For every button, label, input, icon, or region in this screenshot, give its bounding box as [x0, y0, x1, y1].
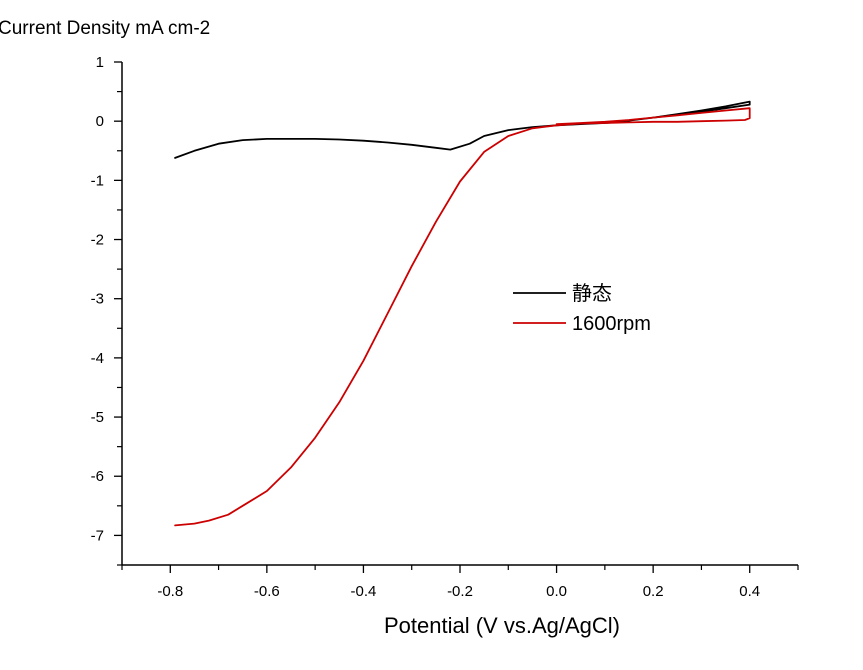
x-tick-label: 0.2: [643, 583, 664, 600]
chart-axes: [121, 62, 798, 566]
x-axis-title: Potential (V vs.Ag/AgCl): [384, 613, 620, 638]
y-tick-label: 0: [96, 113, 104, 130]
x-tick-label: -0.2: [447, 583, 473, 600]
y-tick-label: -5: [91, 409, 104, 426]
y-tick-label: 1: [96, 54, 104, 71]
x-tick-label: -0.8: [157, 583, 183, 600]
y-tick-label: -4: [91, 350, 104, 367]
y-axis-ticks: 1 0 -1 -2 -3 -4 -5 -6 -7: [91, 54, 122, 566]
y-tick-label: -3: [91, 291, 104, 308]
legend-label-1: 静态: [572, 282, 612, 305]
y-axis-title: Current Density mA cm-2: [0, 18, 210, 39]
y-tick-label: -1: [91, 172, 104, 189]
x-tick-label: -0.4: [350, 583, 376, 600]
series-line-2: [174, 107, 751, 527]
x-tick-label: -0.6: [254, 583, 280, 600]
chart-legend: 静态 1600rpm: [513, 282, 651, 335]
chart-series: [174, 100, 751, 527]
y-tick-label: -2: [91, 232, 104, 249]
legend-label-2: 1600rpm: [572, 313, 651, 335]
series-line-1: [174, 100, 751, 159]
y-tick-label: -7: [91, 527, 104, 544]
x-axis-ticks: -0.8 -0.6 -0.4 -0.2 0.0 0.2 0.4: [121, 565, 799, 600]
x-tick-label: 0.0: [546, 583, 567, 600]
x-tick-label: 0.4: [739, 583, 760, 600]
y-tick-label: -6: [91, 468, 104, 485]
